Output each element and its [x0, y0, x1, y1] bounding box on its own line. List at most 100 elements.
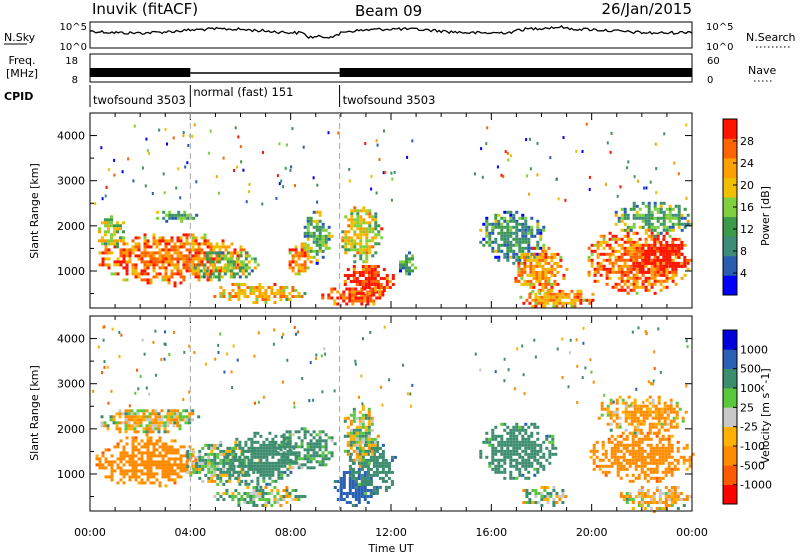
range-cell [524, 476, 528, 480]
range-cell [352, 458, 356, 462]
range-cell [491, 467, 495, 471]
range-cell [238, 455, 242, 459]
range-cell [195, 461, 199, 465]
range-cell [157, 424, 161, 428]
range-cell [173, 451, 177, 455]
range-cell [149, 451, 153, 455]
range-cell [628, 443, 632, 447]
range-cell [611, 234, 615, 238]
range-cell [650, 222, 654, 226]
range-cell [139, 418, 143, 422]
range-cell [158, 248, 162, 252]
range-cell [226, 352, 229, 356]
range-cell [300, 466, 304, 470]
range-cell [146, 239, 150, 243]
range-cell [321, 222, 325, 226]
range-cell [148, 412, 152, 416]
range-cell [671, 249, 675, 253]
range-cell [356, 209, 360, 213]
range-cell [282, 380, 284, 384]
range-cell [315, 261, 319, 265]
range-cell [364, 283, 368, 286]
range-cell [656, 219, 660, 223]
range-cell [541, 252, 545, 256]
range-cell [370, 416, 374, 420]
range-cell [638, 213, 642, 217]
range-cell [626, 216, 630, 220]
range-cell [662, 243, 666, 247]
range-cell [648, 395, 652, 399]
range-cell [680, 276, 684, 280]
range-cell [318, 234, 322, 238]
range-cell [127, 157, 130, 161]
range-cell [192, 461, 196, 465]
range-cell [610, 464, 614, 468]
range-cell [140, 481, 144, 485]
range-cell [605, 252, 609, 256]
range-cell [632, 201, 636, 205]
range-cell [361, 437, 365, 441]
range-cell [252, 486, 256, 489]
range-cell [246, 492, 250, 495]
range-cell [315, 240, 319, 244]
range-cell [285, 457, 289, 461]
range-cell [140, 454, 144, 458]
range-cell [664, 486, 668, 489]
range-cell [363, 299, 367, 303]
range-cell [300, 242, 304, 246]
range-cell [655, 458, 659, 462]
range-cell [188, 260, 192, 264]
range-cell [372, 302, 376, 306]
range-cell [642, 400, 645, 404]
range-cell [663, 419, 667, 423]
range-cell [219, 449, 223, 453]
range-cell [281, 335, 283, 339]
range-cell [653, 204, 657, 208]
range-cell [620, 216, 624, 220]
range-cell [647, 246, 651, 250]
range-cell [365, 230, 369, 234]
range-cell [674, 282, 678, 286]
range-cell [506, 446, 510, 450]
range-cell [673, 501, 677, 504]
range-cell [373, 443, 377, 447]
range-cell [672, 410, 676, 414]
range-cell [362, 260, 366, 264]
range-cell [282, 442, 286, 446]
range-cell [373, 286, 377, 289]
range-cell [512, 252, 516, 256]
range-cell [306, 257, 310, 261]
range-cell [191, 418, 195, 422]
range-cell [655, 434, 659, 438]
range-cell [385, 280, 389, 283]
range-cell [402, 266, 405, 270]
range-cell [352, 449, 356, 453]
range-cell [122, 278, 126, 282]
range-cell [536, 437, 540, 441]
range-cell [374, 242, 378, 246]
range-cell [500, 440, 504, 444]
range-cell [306, 466, 310, 470]
range-cell [616, 461, 620, 465]
range-cell [155, 463, 159, 467]
range-cell [376, 286, 380, 289]
range-cell [619, 464, 623, 468]
colorbar-tick-label: -1000 [740, 479, 772, 492]
range-cell [300, 263, 304, 267]
range-cell [262, 151, 264, 154]
range-cell [113, 230, 116, 234]
range-cell [282, 332, 285, 336]
range-cell [497, 443, 501, 447]
range-cell [649, 470, 653, 474]
range-cell [213, 461, 217, 465]
range-cell [518, 470, 522, 474]
range-cell [559, 258, 563, 262]
range-cell [671, 216, 675, 220]
range-cell [556, 282, 560, 286]
range-cell [155, 239, 159, 243]
range-cell [143, 442, 147, 446]
range-cell [555, 298, 559, 302]
range-cell [669, 401, 673, 405]
colorbar-segment [723, 330, 737, 350]
